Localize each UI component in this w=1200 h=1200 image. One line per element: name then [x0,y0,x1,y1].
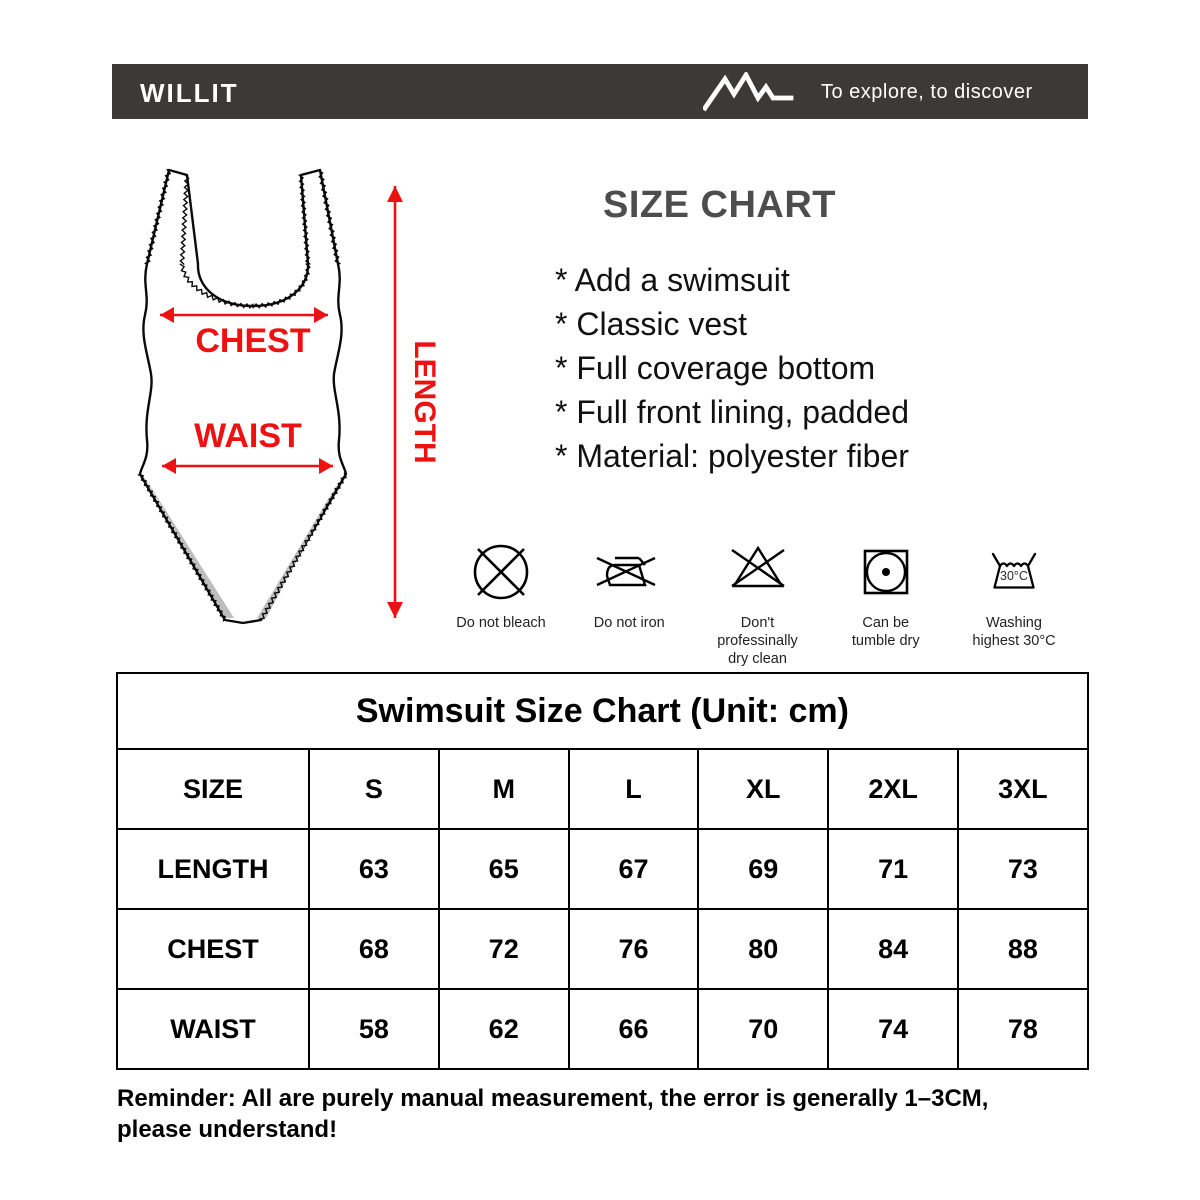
svg-text:30°C: 30°C [1000,569,1028,583]
svg-text:WAIST: WAIST [194,417,302,455]
svg-text:CHEST: CHEST [195,322,310,360]
svg-text:LENGTH: LENGTH [408,340,441,463]
